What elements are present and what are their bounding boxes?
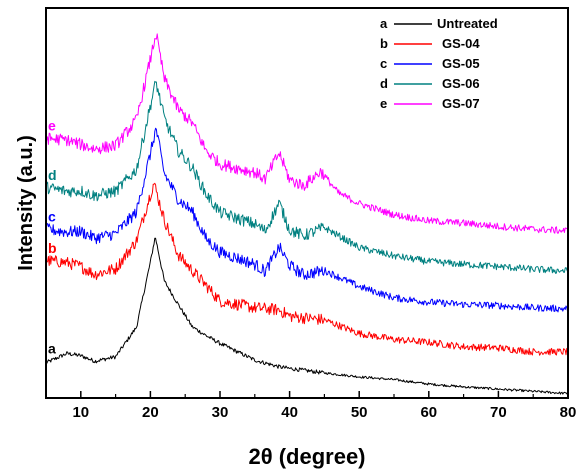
- curve-letters: a bc d e: [48, 118, 57, 357]
- x-tick-label-40: 40: [281, 404, 298, 421]
- x-tick-label-60: 60: [420, 404, 437, 421]
- plot-frame: [45, 7, 569, 399]
- series-line-e: [45, 33, 568, 234]
- series-line-c: [45, 127, 569, 313]
- series-line-a: [45, 237, 568, 395]
- series-line-d: [45, 80, 569, 274]
- x-tick-label-30: 30: [212, 404, 229, 421]
- legend: a Untreated b GS-04 c GS-05 d GS-06 e GS-07: [380, 16, 498, 111]
- curve-letter-d: d: [48, 167, 57, 183]
- x-tick-label-70: 70: [490, 404, 507, 421]
- legend-letter-d: d: [380, 76, 388, 91]
- x-tick-label-20: 20: [142, 404, 159, 421]
- x-tick-label-80: 80: [560, 404, 577, 421]
- legend-letter-c: c: [380, 56, 387, 71]
- series-layer: [45, 33, 569, 395]
- x-tick-label-10: 10: [72, 404, 89, 421]
- legend-label-a: Untreated: [437, 16, 498, 31]
- legend-label-e: GS-07: [442, 96, 480, 111]
- x-tick-label-50: 50: [351, 404, 368, 421]
- curve-letter-b: b: [48, 240, 57, 256]
- x-axis-ticks: 10 20 30 40 50 60 70 80: [45, 391, 577, 421]
- legend-label-b: GS-04: [442, 36, 480, 51]
- legend-label-d: GS-06: [442, 76, 480, 91]
- curve-letter-a: a: [48, 340, 56, 356]
- series-line-b: [45, 182, 569, 356]
- x-axis-title: 2θ (degree): [248, 444, 365, 469]
- legend-letter-b: b: [380, 36, 388, 51]
- legend-letter-e: e: [380, 96, 387, 111]
- y-axis-title: Intensity (a.u.): [15, 135, 37, 271]
- curve-letter-c: c: [48, 209, 56, 225]
- legend-letter-a: a: [380, 16, 388, 31]
- legend-label-c: GS-05: [442, 56, 480, 71]
- curve-letter-e: e: [48, 118, 56, 134]
